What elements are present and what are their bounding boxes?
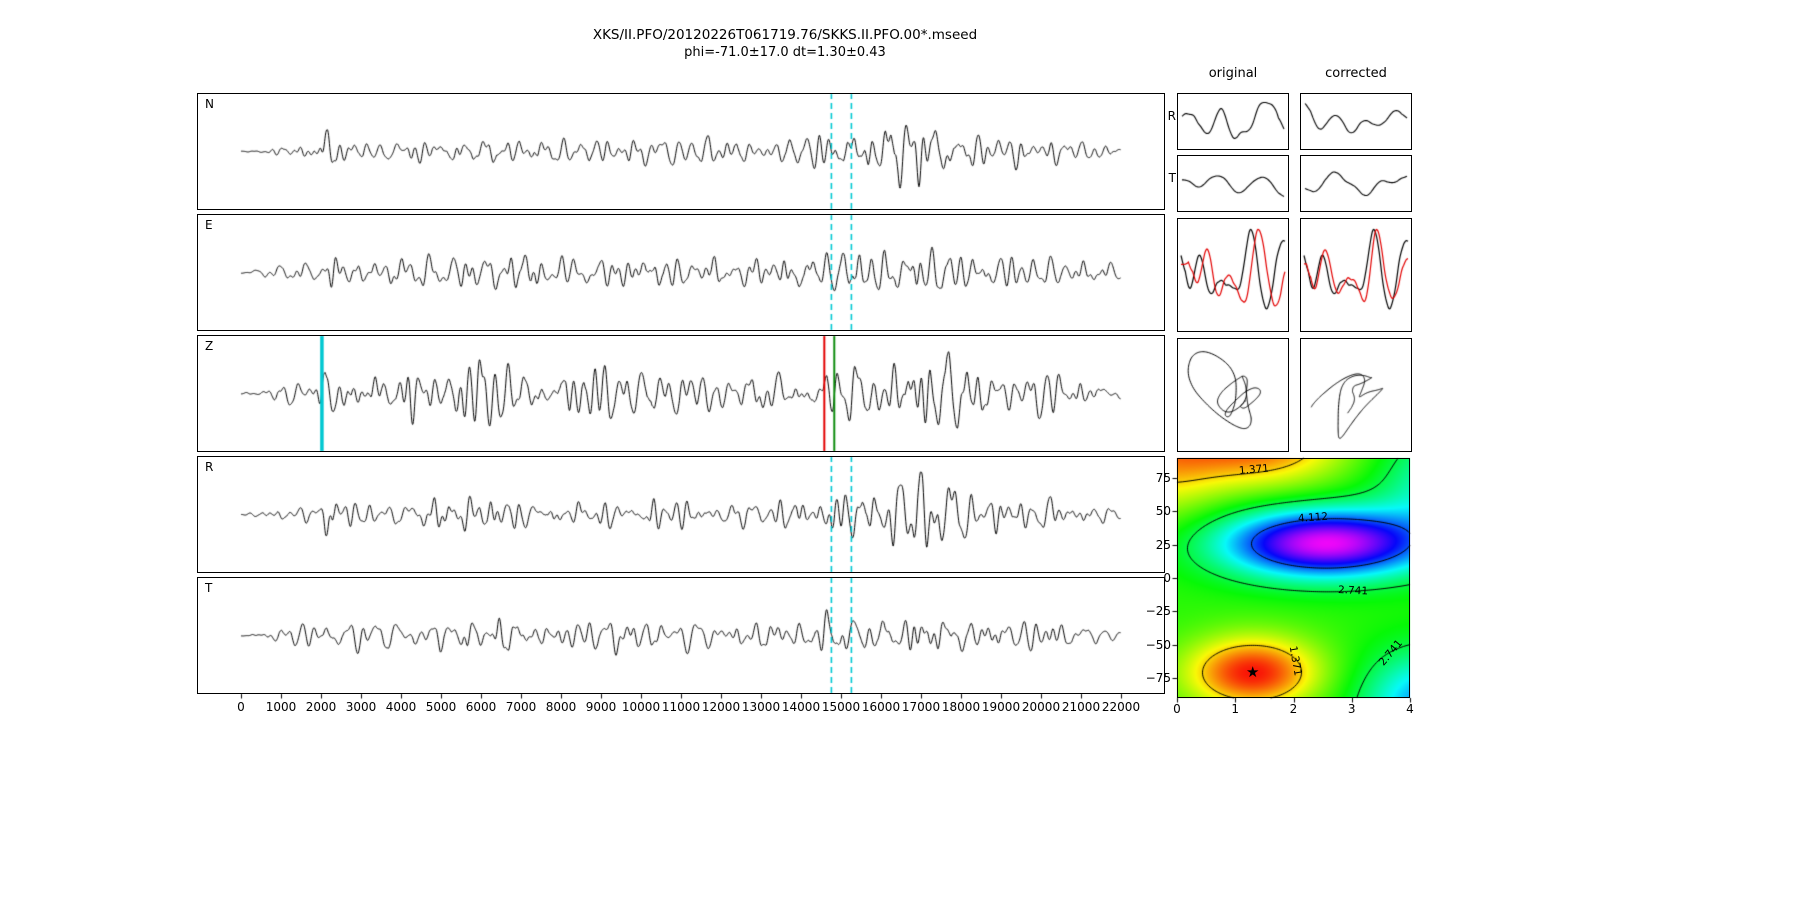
mini-row-label-r: R	[1167, 109, 1176, 123]
x-axis-tick-label: 8000	[545, 700, 577, 714]
error-surface-x-tick-label: 0	[1173, 702, 1181, 716]
x-axis-tick-label: 6000	[465, 700, 497, 714]
overlay-panel-corrected	[1300, 218, 1412, 332]
x-axis-tick-label: 5000	[425, 700, 457, 714]
x-axis-tick-label: 20000	[1021, 700, 1061, 714]
waveform-panel-r: R	[197, 456, 1165, 573]
x-axis-tick-label: 10000	[621, 700, 661, 714]
waveform-panel-z: Z	[197, 335, 1165, 452]
figure-title: XKS/II.PFO/20120226T061719.76/SKKS.II.PF…	[592, 27, 978, 43]
x-axis-tick-label: 19000	[981, 700, 1021, 714]
best-solution-star: ★	[1245, 662, 1260, 681]
mini-row-label-t: T	[1168, 171, 1176, 185]
particle-motion-original	[1177, 338, 1289, 452]
x-axis-tick-label: 14000	[781, 700, 821, 714]
error-surface-y-tick-label: 0	[1163, 570, 1171, 585]
x-axis-tick-label: 22000	[1101, 700, 1141, 714]
mini-panel-t-original	[1177, 155, 1289, 212]
mini-panel-r-corrected	[1300, 93, 1412, 150]
x-axis-tick-label: 12000	[701, 700, 741, 714]
column-header-corrected: corrected	[1325, 66, 1387, 81]
error-surface-x-tick-label: 3	[1347, 702, 1356, 716]
error-surface-y-tick-label: −75	[1145, 670, 1171, 685]
contour-label: 4.112	[1297, 510, 1329, 525]
x-axis-tick-label: 15000	[821, 700, 861, 714]
x-axis-tick-label: 18000	[941, 700, 981, 714]
error-surface-x-tick-label: 1	[1231, 702, 1240, 716]
x-axis-tick-label: 1000	[265, 700, 297, 714]
error-surface-y-tick-label: 25	[1155, 537, 1171, 552]
error-surface-x-tick-label: 2	[1289, 702, 1298, 716]
x-axis-tick-label: 0	[237, 700, 245, 714]
error-surface-y-tick-label: 50	[1155, 504, 1171, 519]
mini-panel-t-corrected	[1300, 155, 1412, 212]
error-surface-y-tick-label: 75	[1155, 470, 1171, 485]
error-surface-x-tick-label: 4	[1406, 702, 1414, 716]
x-axis-tick-label: 11000	[661, 700, 701, 714]
mini-panel-r-original	[1177, 93, 1289, 150]
x-axis-tick-label: 13000	[741, 700, 781, 714]
panel-label-n: N	[205, 97, 214, 111]
contour-label: 1.371	[1238, 462, 1270, 478]
x-axis-tick-label: 2000	[305, 700, 337, 714]
panel-label-r: R	[205, 460, 214, 474]
x-axis-tick-label: 16000	[861, 700, 901, 714]
x-axis-tick-label: 7000	[505, 700, 537, 714]
error-surface-panel	[1177, 458, 1410, 698]
waveform-panel-t: T	[197, 577, 1165, 694]
particle-motion-corrected	[1300, 338, 1412, 452]
x-axis-tick-label: 17000	[901, 700, 941, 714]
x-axis-tick-label: 4000	[385, 700, 417, 714]
error-surface-y-tick-label: −25	[1145, 604, 1171, 619]
x-axis-tick-label: 21000	[1061, 700, 1101, 714]
overlay-panel-original	[1177, 218, 1289, 332]
contour-label: 2.741	[1337, 584, 1369, 598]
waveform-panel-e: E	[197, 214, 1165, 331]
panel-label-z: Z	[205, 339, 214, 353]
x-axis-tick-label: 3000	[345, 700, 377, 714]
error-surface-y-tick-label: −50	[1145, 637, 1171, 652]
panel-label-e: E	[205, 218, 213, 232]
waveform-panel-n: N	[197, 93, 1165, 210]
x-axis-tick-label: 9000	[585, 700, 617, 714]
column-header-original: original	[1208, 66, 1258, 81]
panel-label-t: T	[205, 581, 213, 595]
figure-subtitle: phi=-71.0±17.0 dt=1.30±0.43	[684, 45, 886, 60]
